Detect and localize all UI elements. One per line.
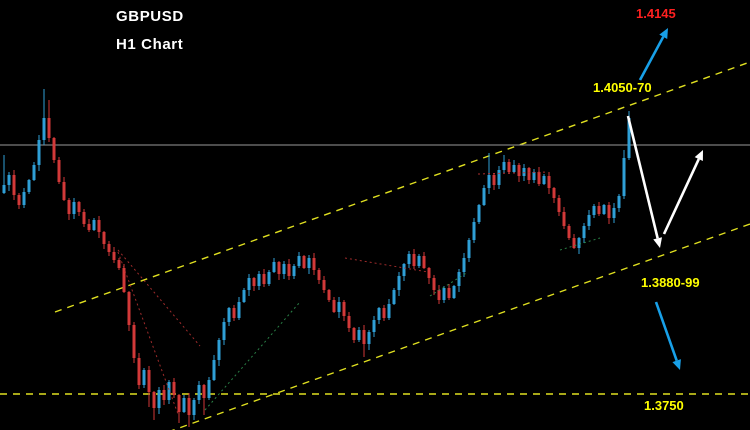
support-zone-label: 1.3880-99: [641, 275, 700, 290]
symbol-label: GBPUSD: [116, 8, 184, 25]
forecast-arrows: [626, 28, 703, 370]
blue-arrow-up-to-1.4145: [638, 28, 668, 81]
support-level-label: 1.3750: [644, 398, 684, 413]
candlesticks: [2, 89, 631, 427]
blue-arrow-down-to-1.3750: [654, 301, 681, 370]
target-price-label: 1.4145: [636, 6, 676, 21]
timeframe-label: H1 Chart: [116, 36, 184, 53]
zigzag-pattern-lines: [117, 171, 601, 415]
white-arrow-bounce-up: [662, 150, 703, 235]
resistance-zone-label: 1.4050-70: [593, 80, 652, 95]
white-arrow-down-to-zone: [626, 115, 663, 248]
trendlines-and-levels: [0, 61, 750, 430]
